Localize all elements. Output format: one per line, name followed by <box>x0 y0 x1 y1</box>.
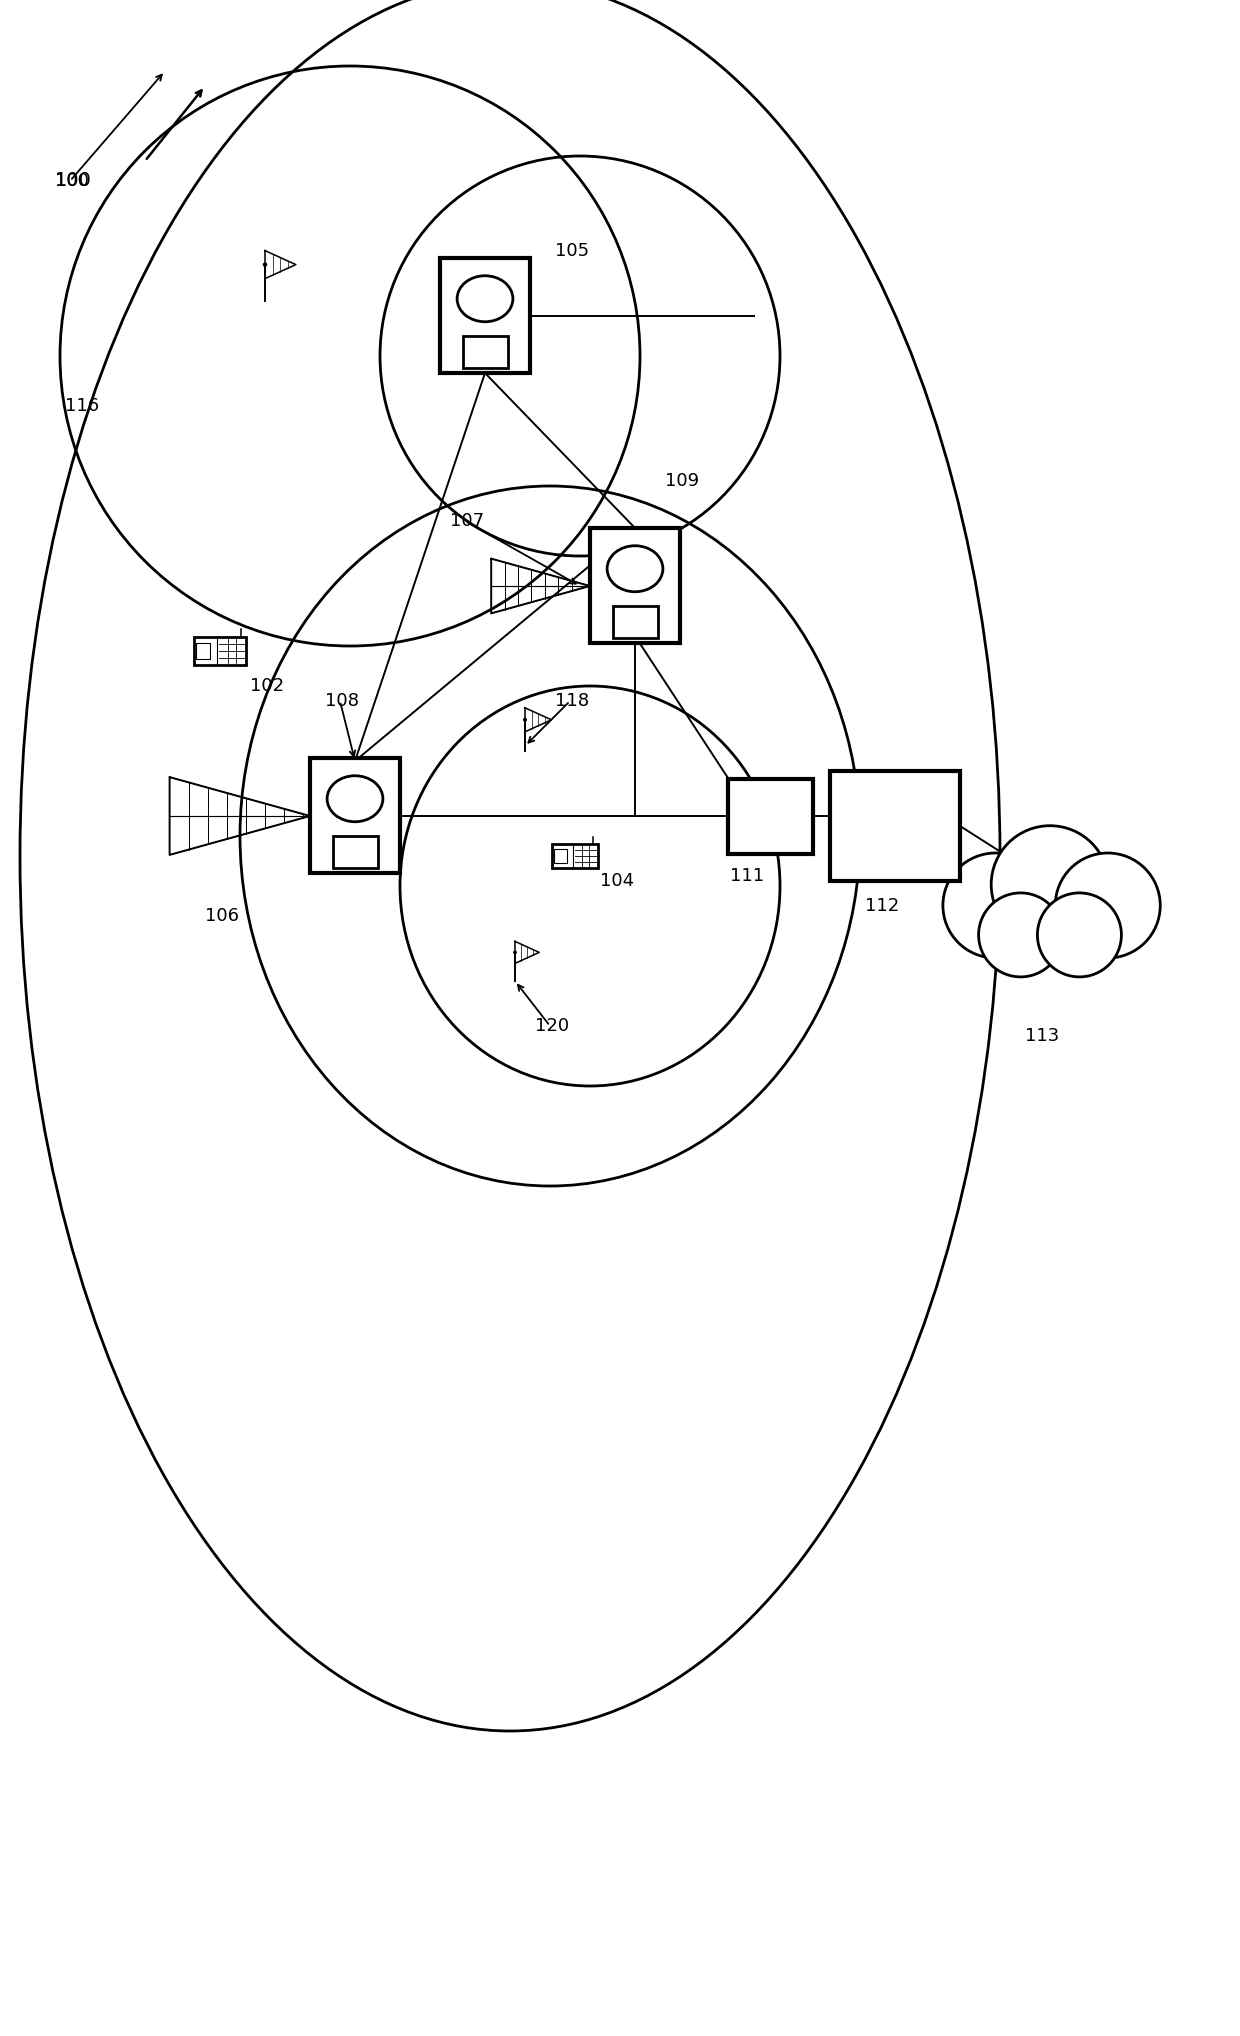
Bar <box>552 845 598 867</box>
Text: 113: 113 <box>1025 1026 1059 1044</box>
Text: 118: 118 <box>556 692 589 711</box>
Bar <box>310 759 401 873</box>
Text: 112: 112 <box>866 898 899 914</box>
Text: 105: 105 <box>556 242 589 261</box>
Bar <box>193 637 247 664</box>
Bar <box>332 835 377 867</box>
Text: 104: 104 <box>600 871 634 890</box>
Text: 109: 109 <box>665 472 699 491</box>
Circle shape <box>523 719 527 721</box>
Text: 100: 100 <box>55 171 92 191</box>
Text: 108: 108 <box>325 692 360 711</box>
Bar <box>830 772 960 882</box>
Text: 120: 120 <box>534 1018 569 1034</box>
Bar <box>590 529 680 643</box>
Bar <box>463 336 507 369</box>
Circle shape <box>263 263 267 267</box>
Bar <box>728 778 812 853</box>
Circle shape <box>1055 853 1161 959</box>
Text: 107: 107 <box>450 511 484 529</box>
Text: 102: 102 <box>250 678 284 694</box>
Bar <box>196 643 211 660</box>
Ellipse shape <box>327 776 383 823</box>
Circle shape <box>978 894 1063 977</box>
Text: 100: 100 <box>55 171 89 189</box>
Bar <box>613 605 657 637</box>
Circle shape <box>991 827 1109 943</box>
Circle shape <box>1038 894 1121 977</box>
Circle shape <box>942 853 1048 959</box>
Text: 116: 116 <box>64 397 99 415</box>
Text: 111: 111 <box>730 867 764 886</box>
Text: 106: 106 <box>205 906 239 924</box>
Bar <box>440 259 529 373</box>
Circle shape <box>513 951 516 953</box>
Bar <box>554 849 567 863</box>
Ellipse shape <box>608 546 663 592</box>
Ellipse shape <box>458 275 513 322</box>
